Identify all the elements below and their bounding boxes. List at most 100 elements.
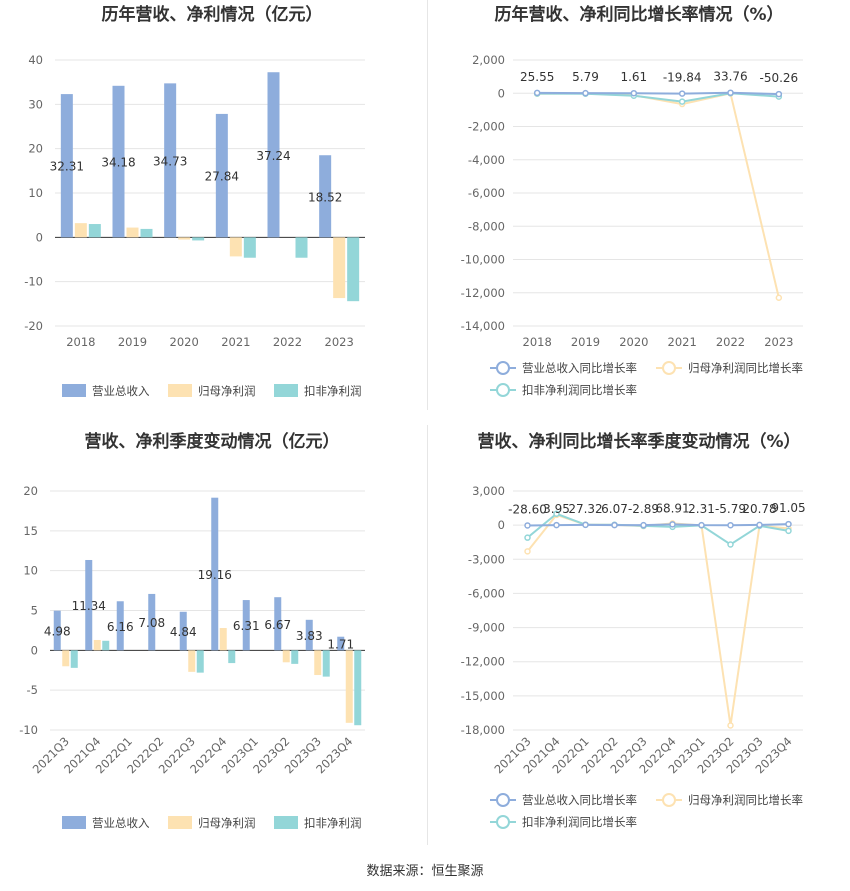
bar-deducted-net-profit <box>295 237 308 258</box>
y-tick-label: 40 <box>28 53 43 67</box>
data-label: -19.84 <box>663 71 702 85</box>
bar-parent-net-profit <box>282 650 290 663</box>
bar-deducted-net-profit <box>228 650 236 664</box>
bar-deducted-net-profit <box>102 640 110 651</box>
bar-revenue <box>53 610 61 651</box>
y-tick-label: -10 <box>24 275 43 289</box>
bar-revenue <box>274 597 282 651</box>
vertical-divider <box>427 0 428 410</box>
bar-revenue <box>85 559 93 651</box>
bar-revenue <box>116 601 124 651</box>
legend-marker <box>496 383 510 397</box>
data-label: 2.31 <box>688 502 715 516</box>
series-point <box>698 521 705 529</box>
bar-revenue <box>215 113 228 238</box>
legend-swatch <box>62 384 86 397</box>
x-tick-label: 2018 <box>523 335 552 349</box>
series-point <box>524 534 531 541</box>
bar-revenue <box>211 497 219 651</box>
y-tick-label: 0 <box>498 86 505 100</box>
x-tick-label: 2018 <box>66 335 95 349</box>
series-point <box>524 522 531 529</box>
x-tick-label: 2019 <box>118 335 147 349</box>
bar-deducted-net-profit <box>322 650 330 677</box>
y-tick-label: 10 <box>23 564 38 578</box>
series-point <box>727 89 734 96</box>
bar-revenue <box>242 600 250 651</box>
data-label: 27.32 <box>568 502 602 516</box>
y-tick-label: -12,000 <box>461 286 505 300</box>
bar-deducted-net-profit <box>354 650 362 726</box>
series-point <box>775 294 783 301</box>
y-tick-label: -6,000 <box>468 586 505 600</box>
data-label: 3.95 <box>543 502 570 516</box>
bar-parent-net-profit <box>74 223 87 238</box>
x-tick-label: 2023 <box>764 335 793 349</box>
chart-quarterly-bar: 营收、净利季度变动情况（亿元） 20 15 10 5 0 -5 -10 4.98 2021Q3 1… <box>0 425 425 845</box>
data-label: -50.26 <box>759 71 798 85</box>
series-line-revenue <box>527 523 789 527</box>
data-label: 18.52 <box>308 190 342 204</box>
bar-parent-net-profit <box>188 650 196 672</box>
legend-label: 归母净利润 <box>198 384 256 398</box>
data-label: 91.05 <box>771 501 805 515</box>
y-tick-label: -12,000 <box>461 655 505 669</box>
chart-title: 营收、净利同比增长率季度变动情况（%） <box>477 431 800 452</box>
data-label: 3.83 <box>296 629 323 643</box>
bar-revenue <box>305 619 313 651</box>
series-point <box>582 521 589 529</box>
series-point <box>533 89 541 97</box>
series-point <box>756 521 763 529</box>
chart-title: 历年营收、净利同比增长率情况（%） <box>494 4 783 25</box>
data-label: 19.16 <box>198 568 232 582</box>
bar-parent-net-profit <box>345 650 353 723</box>
legend-swatch <box>168 384 192 397</box>
chart-annual-growth: 历年营收、净利同比增长率情况（%） 2,000 0 -2,000 -4,000 -6,0… <box>428 0 850 410</box>
data-label: 27.84 <box>205 170 239 184</box>
bar-revenue <box>164 83 177 238</box>
legend-label: 归母净利润 <box>198 816 256 830</box>
chart-quarterly-growth: 营收、净利同比增长率季度变动情况（%） 3,000 0 -3,000 -6,000 -9… <box>428 425 850 845</box>
legend-label: 营业总收入同比增长率 <box>522 361 637 375</box>
y-tick-label: 15 <box>23 524 38 538</box>
bar-revenue <box>179 611 187 651</box>
bar-deducted-net-profit <box>192 237 205 241</box>
series-point <box>727 521 734 529</box>
x-tick-label: 2022 <box>716 335 745 349</box>
bar-parent-net-profit <box>126 227 139 238</box>
y-tick-label: 2,000 <box>472 53 505 67</box>
data-label: 6.67 <box>264 618 291 632</box>
series-point <box>630 89 638 97</box>
y-tick-label: 5 <box>31 604 38 618</box>
data-label: 4.84 <box>170 625 197 639</box>
data-label: 1.61 <box>620 70 647 84</box>
series-point <box>553 510 560 518</box>
bar-deducted-net-profit <box>291 650 299 664</box>
y-tick-label: -6,000 <box>468 186 505 200</box>
data-label: -2.89 <box>628 502 659 516</box>
data-label: 6.16 <box>107 620 134 634</box>
legend-swatch <box>168 816 192 829</box>
series-line-deducted <box>526 512 789 546</box>
legend-label: 扣非净利润 <box>304 384 362 398</box>
bar-revenue <box>319 155 332 238</box>
y-tick-label: -20 <box>24 319 43 333</box>
y-tick-label: 30 <box>28 97 43 111</box>
data-label: 34.73 <box>153 154 187 168</box>
legend-marker <box>496 815 510 829</box>
bar-deducted-net-profit <box>70 650 78 668</box>
x-tick-label: 2020 <box>170 335 199 349</box>
data-label: 4.98 <box>44 624 71 638</box>
bar-deducted-net-profit <box>196 650 204 673</box>
bar-parent-net-profit <box>219 628 227 651</box>
legend-label: 归母净利润同比增长率 <box>688 361 803 375</box>
x-tick-label: 2021 <box>221 335 250 349</box>
y-tick-label: 20 <box>23 484 38 498</box>
data-label: 37.24 <box>256 149 290 163</box>
bar-parent-net-profit <box>333 237 346 299</box>
series-line-revenue <box>537 91 779 96</box>
y-tick-label: -18,000 <box>461 723 505 737</box>
y-tick-label: -4,000 <box>468 153 505 167</box>
data-label: 25.55 <box>520 70 554 84</box>
series-point <box>678 98 686 105</box>
